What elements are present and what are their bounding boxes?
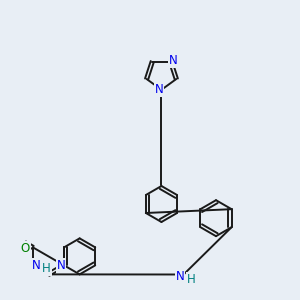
Text: N: N [32, 259, 41, 272]
Text: N: N [155, 83, 164, 96]
Text: N: N [176, 269, 184, 283]
Text: N: N [169, 54, 178, 67]
Text: H: H [187, 273, 196, 286]
Text: H: H [42, 262, 51, 275]
Text: O: O [20, 242, 30, 255]
Text: N: N [57, 259, 65, 272]
